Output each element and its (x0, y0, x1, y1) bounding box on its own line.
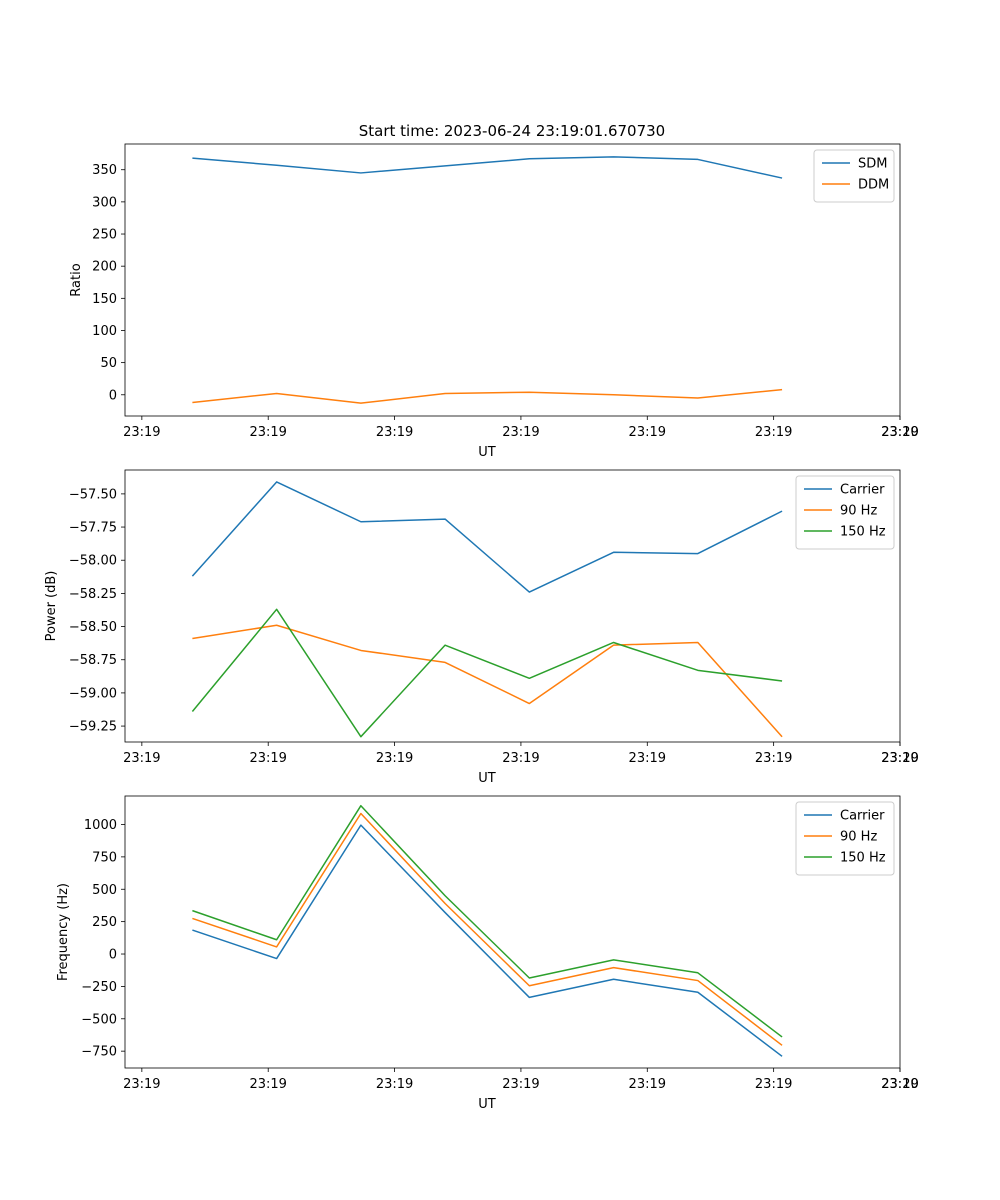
power-y-tick-label: −57.75 (69, 521, 117, 536)
power-x-tick-label: 23:19 (502, 751, 539, 766)
power-legend: Carrier 90 Hz 150 Hz (795, 475, 895, 550)
power-x-tick-label: 23:19 (123, 751, 160, 766)
ratio-y-tick-label: 50 (100, 356, 117, 371)
frequency-legend: Carrier 90 Hz 150 Hz (795, 801, 895, 876)
ratio-y-tick-label: 0 (109, 388, 117, 403)
ratio-axes-frame (124, 143, 901, 417)
power-y-tick-label: −59.00 (69, 686, 117, 701)
ratio-legend: SDM DDM (813, 149, 895, 203)
frequency-y-axis-label: Frequency (Hz) (56, 883, 71, 981)
power-x-tick-label: 23:19 (376, 751, 413, 766)
ratio-y-tick-label: 300 (92, 195, 117, 210)
frequency-y-tick-label: 250 (92, 915, 117, 930)
frequency-series-line-carrier (192, 824, 783, 1057)
frequency-series-line-150-hz (192, 804, 783, 1038)
power-series-line-carrier (191, 481, 783, 593)
ratio-y-tick-label: 100 (92, 324, 117, 339)
power-y-tick-label: −57.50 (69, 487, 117, 502)
ratio-x-tick-label: 23:19 (502, 425, 539, 440)
frequency-panel: 23:19 23:19 23:19 23:19 23:19 23:19 23:1923:20… (56, 795, 919, 1112)
ratio-x-tick-label-end: 23:20 (881, 425, 918, 440)
frequency-legend-label: 150 Hz (840, 851, 886, 866)
ratio-x-tick-label: 23:19 (249, 425, 286, 440)
power-y-axis-label: Power (dB) (44, 571, 59, 642)
power-x-tick-label: 23:19 (629, 751, 666, 766)
power-y-tick-label: −58.75 (69, 653, 117, 668)
frequency-series-line-90-hz (192, 812, 783, 1046)
frequency-y-tick-label: 0 (109, 948, 117, 963)
ratio-y-tick-label: 250 (92, 228, 117, 243)
frequency-x-tick-label: 23:19 (249, 1077, 286, 1092)
ratio-y-tick-label: 350 (92, 163, 117, 178)
power-legend-label: Carrier (840, 483, 885, 498)
ratio-x-tick-label: 23:19 (123, 425, 160, 440)
power-x-tick-label: 23:19 (249, 751, 286, 766)
frequency-x-tick-label: 23:19 (502, 1077, 539, 1092)
power-axes-frame (124, 469, 901, 743)
power-y-tick-label: −58.25 (69, 587, 117, 602)
frequency-x-tick-label: 23:19 (881, 1077, 918, 1092)
frequency-y-tick-label: −750 (81, 1045, 117, 1060)
power-x-tick-label: 23:19 (755, 751, 792, 766)
frequency-x-tick-label: 23:19 (629, 1077, 666, 1092)
frequency-y-tick-label: 500 (92, 883, 117, 898)
frequency-y-tick-label: −500 (81, 1012, 117, 1027)
ratio-series-line-sdm (192, 156, 783, 179)
power-x-axis-label: UT (478, 771, 496, 786)
frequency-x-tick-label: 23:19 (755, 1077, 792, 1092)
power-legend-label: 150 Hz (840, 525, 886, 540)
ratio-series-line-ddm (192, 388, 783, 404)
power-series-line-150-hz (191, 608, 783, 738)
ratio-legend-label: DDM (858, 178, 889, 193)
power-x-tick-label: 23:19 (881, 751, 918, 766)
frequency-legend-label: 90 Hz (840, 830, 877, 845)
frequency-x-tick-label: 23:19 (123, 1077, 160, 1092)
ratio-legend-label: SDM (858, 157, 887, 172)
frequency-axes-frame (124, 795, 901, 1069)
ratio-x-tick-label: 23:19 (629, 425, 666, 440)
power-y-tick-label: −59.25 (69, 720, 117, 735)
ratio-y-tick-label: 150 (92, 292, 117, 307)
power-panel: 23:19 23:19 23:19 23:19 23:19 23:19 23:1923:20… (44, 469, 919, 786)
ratio-x-tick-label: 23:19 (881, 425, 918, 440)
frequency-y-tick-label: 1000 (84, 818, 117, 833)
frequency-legend-label: Carrier (840, 809, 885, 824)
frequency-x-axis-label: UT (478, 1097, 496, 1112)
frequency-x-tick-label-end: 23:20 (881, 1077, 918, 1092)
ratio-panel: 23:19 23:19 23:19 23:19 23:19 23:19 23:1923:20… (69, 143, 919, 460)
power-y-tick-label: −58.00 (69, 554, 117, 569)
frequency-y-tick-label: 750 (92, 850, 117, 865)
ratio-y-tick-label: 200 (92, 260, 117, 275)
ratio-x-tick-label: 23:19 (755, 425, 792, 440)
power-y-tick-label: −58.50 (69, 620, 117, 635)
frequency-x-tick-label: 23:19 (376, 1077, 413, 1092)
frequency-y-tick-label: −250 (81, 980, 117, 995)
figure-title: Start time: 2023-06-24 23:19:01.670730 (359, 122, 665, 140)
ratio-x-tick-label: 23:19 (376, 425, 413, 440)
ratio-x-axis-label: UT (478, 445, 496, 460)
power-x-tick-label-end: 23:20 (881, 751, 918, 766)
ratio-y-axis-label: Ratio (69, 263, 84, 296)
power-legend-label: 90 Hz (840, 504, 877, 519)
